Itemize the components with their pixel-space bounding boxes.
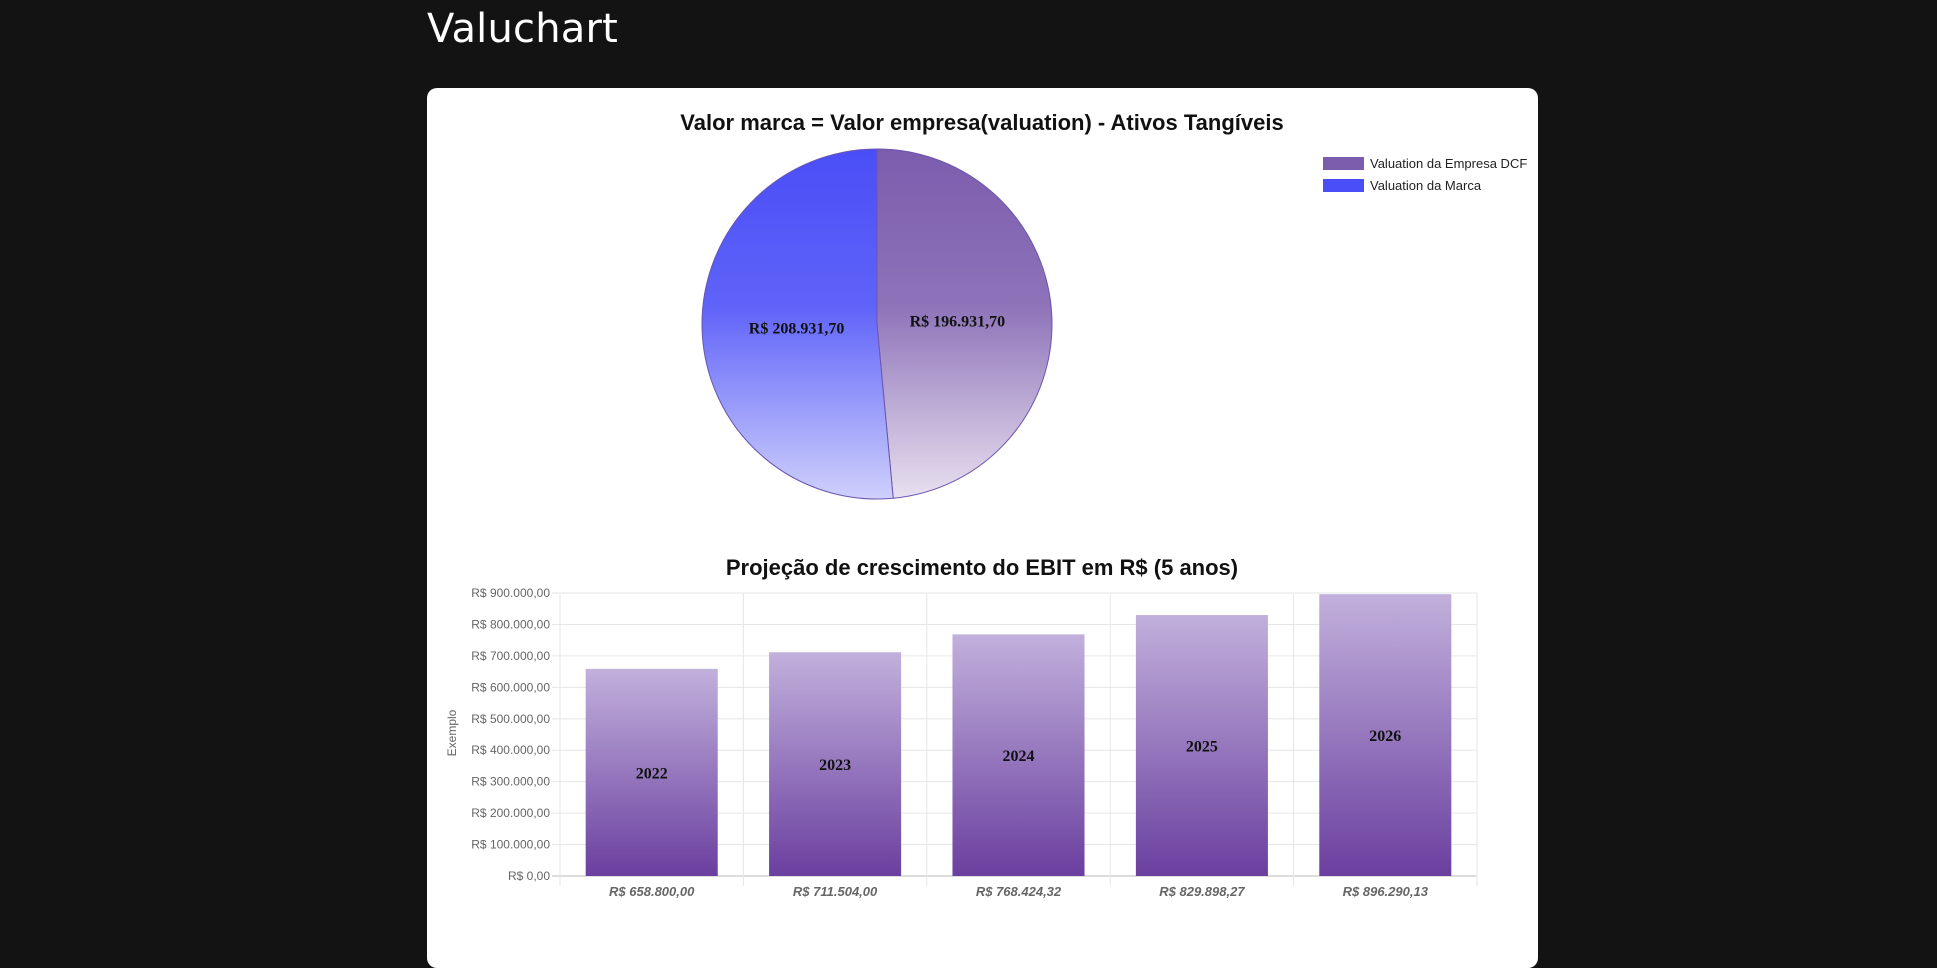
y-tick-label: R$ 600.000,00 — [471, 680, 550, 694]
x-tick-label: R$ 829.898,27 — [1159, 884, 1245, 899]
bar-label: 2026 — [1369, 728, 1401, 745]
y-axis-label: Exemplo — [445, 709, 459, 756]
charts-canvas: Valor marca = Valor empresa(valuation) -… — [445, 110, 1527, 899]
bar-2026 — [1319, 594, 1452, 876]
legend-swatch — [1323, 179, 1364, 192]
y-tick-label: R$ 700.000,00 — [471, 649, 550, 663]
y-tick-label: R$ 400.000,00 — [471, 743, 550, 757]
pie-slice-1 — [876, 148, 1053, 499]
y-tick-label: R$ 500.000,00 — [471, 712, 550, 726]
pie-slice-2 — [701, 148, 894, 500]
bar-2022 — [585, 668, 718, 876]
y-tick-label: R$ 100.000,00 — [471, 838, 550, 852]
x-tick-label: R$ 896.290,13 — [1343, 884, 1429, 899]
x-tick-label: R$ 711.504,00 — [793, 884, 878, 899]
y-tick-label: R$ 0,00 — [508, 869, 550, 883]
bar-chart-title: Projeção de crescimento do EBIT em R$ (5… — [726, 555, 1238, 580]
y-tick-label: R$ 900.000,00 — [471, 586, 550, 600]
bar-chart: R$ 0,00 R$ 100.000,00 R$ 200.000,00 R$ 300.… — [471, 586, 1478, 899]
bar-label: 2024 — [1003, 748, 1035, 765]
y-tick-label: R$ 200.000,00 — [471, 806, 550, 820]
bar-label: 2023 — [819, 757, 851, 774]
pie-legend: Valuation da Empresa DCF Valuation da Mar… — [1323, 156, 1527, 193]
bar-label: 2025 — [1186, 739, 1218, 756]
legend-swatch — [1323, 157, 1364, 170]
bar-2025 — [1135, 615, 1268, 876]
bar-label: 2022 — [636, 765, 668, 782]
pie-slice-label: R$ 208.931,70 — [749, 321, 845, 338]
bar-2024 — [952, 634, 1085, 876]
app-title: Valuchart — [427, 6, 619, 52]
legend-entry: Valuation da Empresa DCF — [1370, 156, 1527, 171]
y-tick-label: R$ 800.000,00 — [471, 617, 550, 631]
pie-chart: R$ 196.931,70 R$ 208.931,70 — [701, 148, 1053, 500]
legend-entry: Valuation da Marca — [1370, 178, 1482, 193]
x-tick-label: R$ 768.424,32 — [976, 884, 1062, 899]
bar-2023 — [769, 652, 902, 876]
y-tick-label: R$ 300.000,00 — [471, 775, 550, 789]
pie-chart-title: Valor marca = Valor empresa(valuation) -… — [680, 110, 1283, 135]
chart-card: Valor marca = Valor empresa(valuation) -… — [427, 88, 1538, 968]
x-tick-label: R$ 658.800,00 — [609, 884, 695, 899]
pie-slice-label: R$ 196.931,70 — [910, 313, 1006, 330]
